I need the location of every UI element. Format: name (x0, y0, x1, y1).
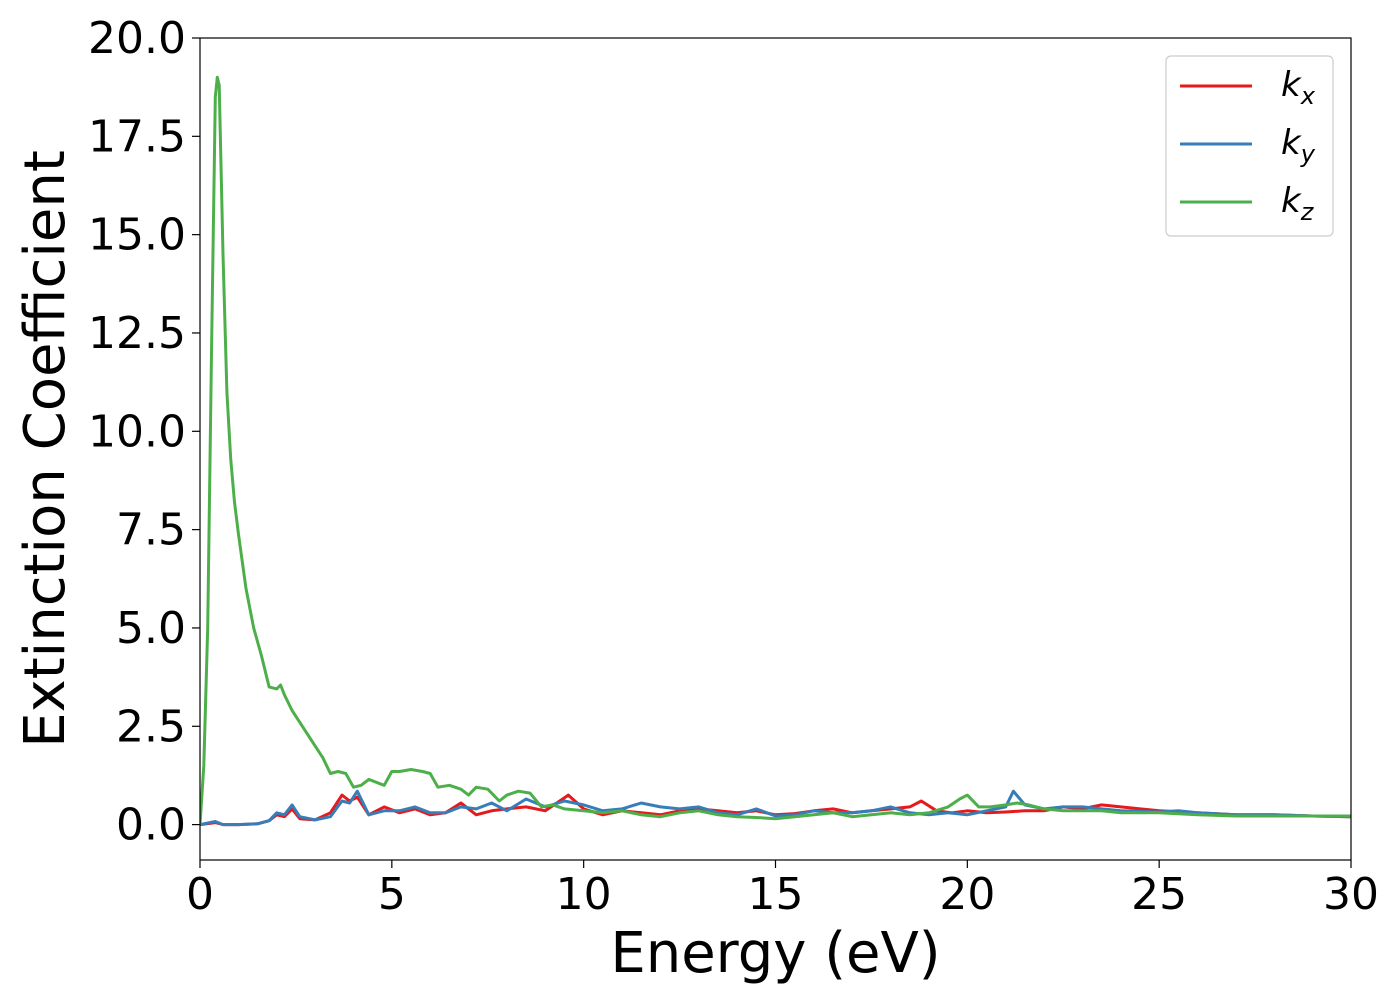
legend: kx ky kz (1165, 55, 1334, 237)
x-axis: 0 5 10 15 20 25 30 (186, 860, 1379, 920)
x-tick-label: 30 (1323, 869, 1379, 920)
x-tick-label: 25 (1131, 869, 1187, 920)
legend-label-kx: kx (1281, 65, 1316, 110)
x-tick-label: 10 (556, 869, 612, 920)
series-layer (200, 75, 1351, 827)
y-tick-label: 5.0 (116, 603, 186, 654)
y-tick-label: 0.0 (116, 800, 186, 851)
y-tick-label: 12.5 (88, 308, 186, 359)
x-tick-label: 20 (939, 869, 995, 920)
y-axis: 0.0 2.5 5.0 7.5 10.0 12.5 15.0 17.5 20.0 (88, 13, 200, 851)
x-tick-label: 15 (748, 869, 804, 920)
legend-box (1165, 55, 1334, 237)
y-tick-label: 20.0 (88, 13, 186, 64)
y-axis-title: Extinction Coefficient (13, 150, 78, 748)
x-tick-label: 0 (186, 869, 214, 920)
y-tick-label: 17.5 (88, 111, 186, 162)
x-tick-label: 5 (378, 869, 406, 920)
y-tick-label: 2.5 (116, 701, 186, 752)
legend-label-ky: ky (1281, 123, 1316, 168)
series-line-kx (200, 793, 1351, 827)
y-tick-label: 7.5 (116, 505, 186, 556)
y-tick-label: 10.0 (88, 406, 186, 457)
y-tick-label: 15.0 (88, 210, 186, 261)
x-axis-title: Energy (eV) (610, 921, 940, 986)
series-line-kz (200, 75, 1351, 825)
legend-label-kz: kz (1281, 181, 1315, 226)
